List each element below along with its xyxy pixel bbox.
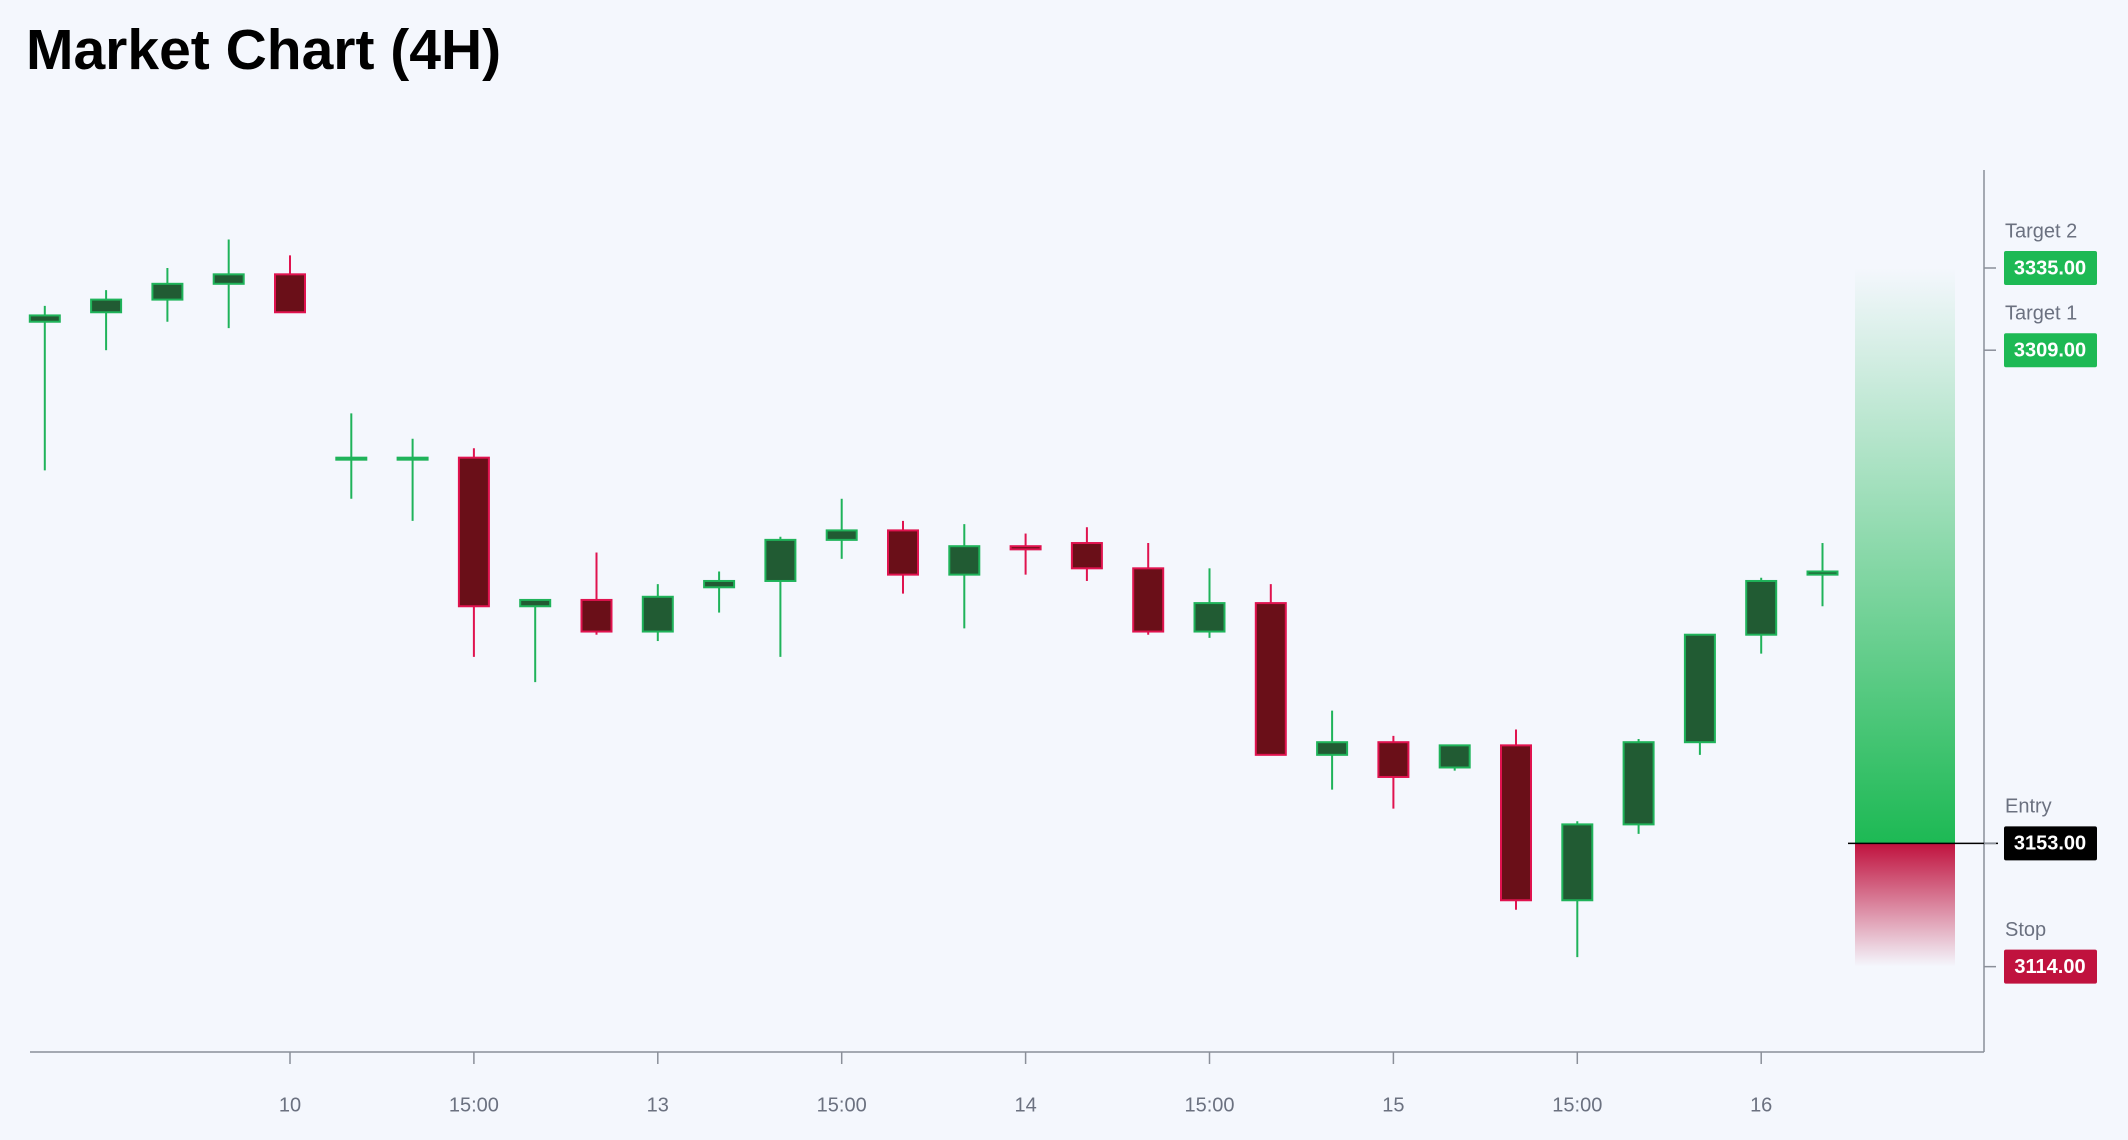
candle-body (1316, 741, 1349, 756)
candle-body (1132, 567, 1165, 633)
candle-body (1254, 602, 1287, 756)
candle-body (1622, 741, 1655, 826)
level-name: Target 1 (2005, 302, 2077, 324)
x-tick-label: 14 (1014, 1094, 1036, 1116)
level-value-label: 3335.00 (2014, 257, 2086, 279)
candle-body (457, 456, 490, 608)
chart-title: Market Chart (4H) (26, 18, 501, 82)
level-value-label: 3114.00 (2014, 956, 2085, 978)
candle-body (335, 456, 368, 461)
level-label-box (2004, 949, 2097, 984)
candle-body (212, 273, 245, 285)
level-name: Stop (2005, 919, 2046, 941)
x-tick-label: 16 (1750, 1094, 1772, 1116)
candle-body (703, 579, 736, 589)
x-tick-label: 10 (279, 1094, 301, 1116)
level-label-box (2004, 333, 2097, 368)
candle-body (1683, 633, 1716, 744)
level-label-box (2004, 826, 2097, 861)
candle-body (1438, 744, 1471, 769)
candle-body (887, 529, 919, 576)
level-value-label: 3153.00 (2014, 833, 2086, 855)
candle-body (1561, 823, 1594, 902)
level-label-box (2004, 251, 2097, 285)
x-tick-label: 15:00 (1552, 1094, 1602, 1116)
x-tick-label: 15:00 (1184, 1094, 1234, 1116)
candle-body (519, 598, 552, 608)
loss-zone (1855, 843, 1955, 967)
candle-body (1193, 602, 1226, 633)
candle-body (948, 545, 981, 576)
candle-body (90, 298, 123, 314)
profit-zone (1855, 268, 1955, 844)
candle-body (580, 598, 613, 633)
candle-body (1377, 741, 1410, 778)
x-tick-label: 13 (647, 1094, 669, 1116)
candle-body (1806, 570, 1839, 576)
x-tick-label: 15 (1382, 1094, 1404, 1116)
candle-body (151, 282, 184, 301)
candle-body (396, 456, 429, 461)
candle-body (641, 595, 674, 633)
level-name: Entry (2005, 796, 2052, 818)
candle-body (1745, 579, 1778, 636)
candle-body (28, 314, 61, 323)
level-value-label: 3309.00 (2014, 339, 2086, 361)
x-tick-label: 15:00 (449, 1094, 499, 1116)
x-tick-label: 15:00 (817, 1094, 867, 1116)
candle-body (825, 529, 858, 541)
level-name: Target 2 (2005, 220, 2077, 242)
candle-body (764, 538, 797, 582)
candle-body (1009, 545, 1042, 551)
candle-body (274, 273, 306, 314)
candle-body (1500, 744, 1532, 902)
candle-body (1070, 542, 1103, 570)
